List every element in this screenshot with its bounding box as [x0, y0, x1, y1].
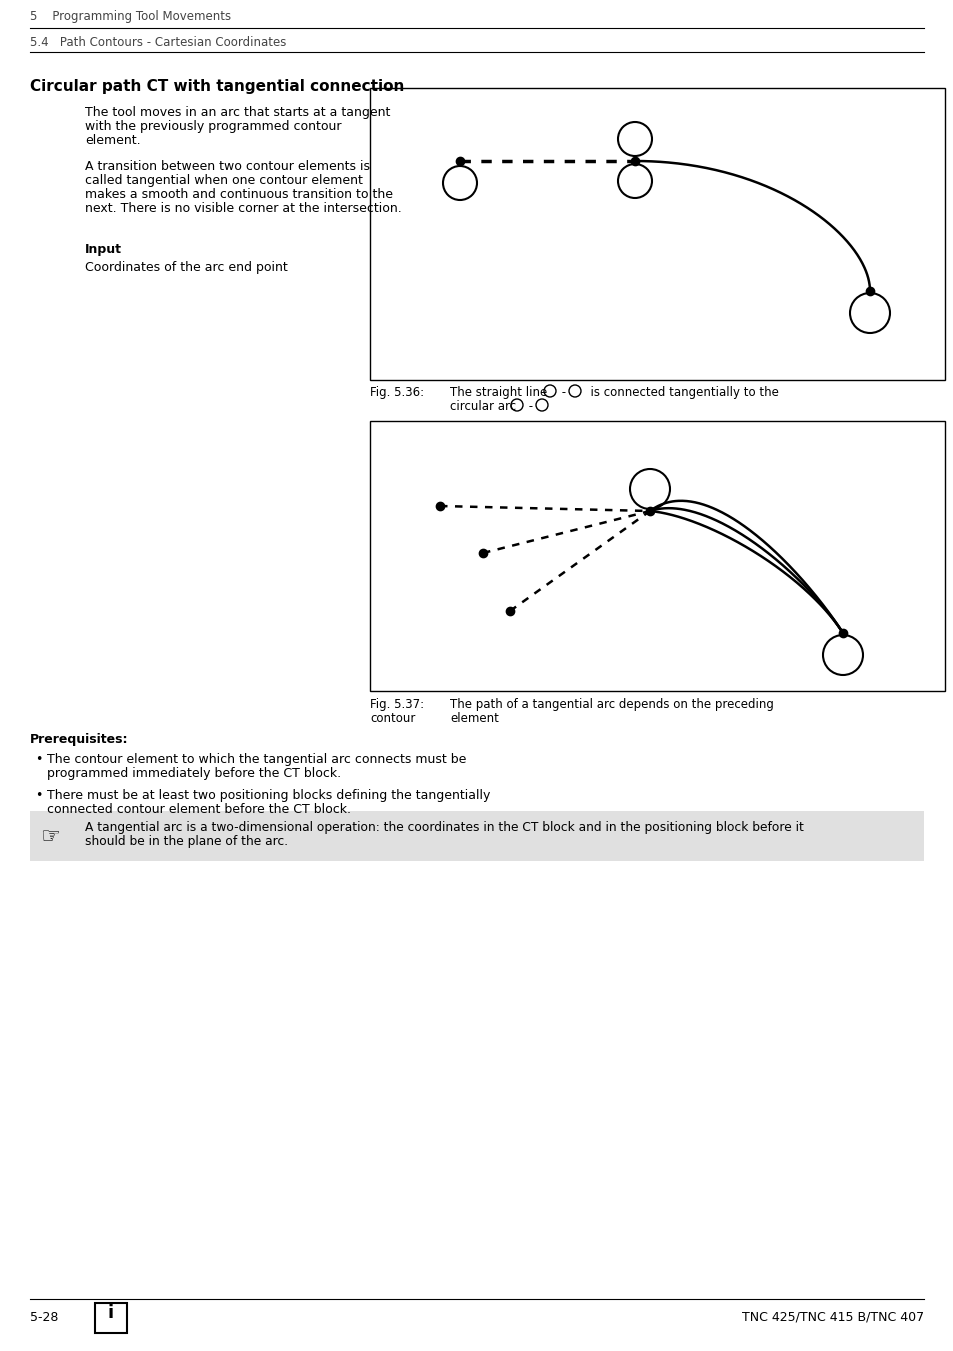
Text: programmed immediately before the CT block.: programmed immediately before the CT blo…	[47, 767, 341, 780]
Text: The tool moves in an arc that starts at a tangent: The tool moves in an arc that starts at …	[85, 105, 390, 119]
Text: Fig. 5.36:: Fig. 5.36:	[370, 386, 424, 399]
Text: 5.4   Path Contours - Cartesian Coordinates: 5.4 Path Contours - Cartesian Coordinate…	[30, 36, 286, 49]
Text: A tangential arc is a two-dimensional operation: the coordinates in the CT block: A tangential arc is a two-dimensional op…	[85, 821, 803, 834]
Text: Fig. 5.37:: Fig. 5.37:	[370, 698, 424, 711]
Text: connected contour element before the CT block.: connected contour element before the CT …	[47, 802, 351, 816]
Text: is connected tangentially to the: is connected tangentially to the	[582, 386, 778, 399]
Text: element: element	[450, 712, 498, 725]
Text: next. There is no visible corner at the intersection.: next. There is no visible corner at the …	[85, 203, 401, 215]
Text: called tangential when one contour element: called tangential when one contour eleme…	[85, 174, 362, 186]
Text: A transition between two contour elements is: A transition between two contour element…	[85, 159, 370, 173]
Text: Prerequisites:: Prerequisites:	[30, 734, 129, 746]
Text: Input: Input	[85, 243, 122, 255]
Text: with the previously programmed contour: with the previously programmed contour	[85, 120, 341, 132]
Text: •: •	[35, 789, 42, 802]
Text: ☞: ☞	[40, 827, 60, 847]
Text: 5-28: 5-28	[30, 1310, 58, 1324]
Text: The straight line: The straight line	[450, 386, 554, 399]
Text: 5    Programming Tool Movements: 5 Programming Tool Movements	[30, 9, 231, 23]
Text: makes a smooth and continuous transition to the: makes a smooth and continuous transition…	[85, 188, 393, 201]
Bar	[370, 88, 944, 380]
Bar	[95, 1302, 127, 1333]
Text: •: •	[35, 753, 42, 766]
Text: -: -	[524, 400, 537, 413]
Text: i: i	[108, 1304, 114, 1323]
Text: TNC 425/TNC 415 B/TNC 407: TNC 425/TNC 415 B/TNC 407	[741, 1310, 923, 1324]
Text: The path of a tangential arc depends on the preceding: The path of a tangential arc depends on …	[450, 698, 773, 711]
Bar	[370, 422, 944, 690]
Text: -: -	[558, 386, 569, 399]
Bar	[30, 811, 923, 861]
Text: There must be at least two positioning blocks defining the tangentially: There must be at least two positioning b…	[47, 789, 490, 802]
Text: Coordinates of the arc end point: Coordinates of the arc end point	[85, 261, 288, 274]
Text: contour: contour	[370, 712, 415, 725]
Text: element.: element.	[85, 134, 140, 147]
Text: should be in the plane of the arc.: should be in the plane of the arc.	[85, 835, 288, 848]
Text: Circular path CT with tangential connection: Circular path CT with tangential connect…	[30, 78, 404, 95]
Text: circular arc: circular arc	[450, 400, 523, 413]
Text: The contour element to which the tangential arc connects must be: The contour element to which the tangent…	[47, 753, 466, 766]
